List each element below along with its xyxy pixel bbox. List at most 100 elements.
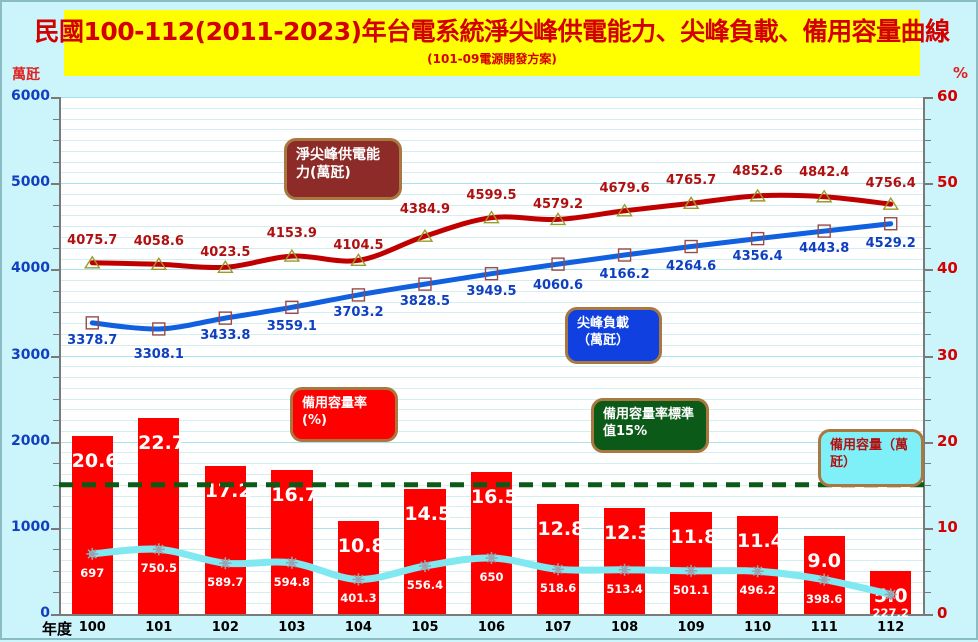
y-axis-left [59, 97, 61, 616]
gridline [59, 226, 924, 228]
gridline [59, 420, 924, 422]
y-axis-label-right: 0 [937, 604, 948, 622]
y-tick-left [53, 592, 59, 594]
y-tick-right [925, 226, 931, 228]
load-value-label: 4166.2 [599, 267, 650, 282]
right-axis-caption: % [952, 64, 968, 82]
bar-value-label: 16.5 [470, 485, 518, 508]
y-tick-left [53, 506, 59, 508]
gridline [59, 204, 924, 206]
supply-value-label: 4058.6 [133, 234, 184, 250]
bar-value-label: 5.0 [873, 584, 908, 607]
y-tick-left [53, 161, 59, 163]
x-axis-label: 107 [544, 620, 572, 635]
bar-value-label: 12.3 [603, 522, 651, 544]
bar-value-label: 12.8 [537, 517, 585, 540]
gridline [59, 107, 924, 109]
callout-supply: 淨尖峰供電能力(萬瓩) [284, 138, 402, 200]
y-axis-label-right: 60 [937, 87, 958, 105]
x-axis [59, 614, 925, 616]
y-axis-label-right: 50 [937, 173, 958, 192]
reserve-capacity-value-label: 594.8 [273, 574, 311, 589]
bar-value-label: 10.8 [337, 534, 385, 557]
y-tick-right [925, 140, 931, 142]
load-value-label: 4264.6 [666, 258, 717, 274]
bar-value-label: 16.7 [271, 484, 319, 507]
y-tick-left [53, 377, 59, 379]
gridline [59, 161, 924, 163]
bar-value-label: 11.4 [737, 529, 784, 552]
y-axis-label-right: 30 [937, 345, 958, 364]
bar-value-label: 11.8 [670, 526, 718, 549]
y-axis-label-right: 10 [937, 517, 958, 536]
page-title: 民國100-112(2011-2023)年台電系統淨尖峰供電能力、尖峰負載、備用… [34, 17, 950, 47]
load-value-label: 4060.6 [532, 278, 584, 294]
gridline [59, 97, 924, 98]
y-tick-left [51, 527, 59, 530]
y-tick-left [53, 140, 59, 142]
y-tick-left [53, 204, 59, 206]
supply-value-label: 4852.6 [732, 163, 783, 179]
x-axis-label: 111 [810, 620, 838, 635]
gridline [59, 387, 924, 389]
y-tick-right [925, 269, 933, 272]
page-subtitle: (101-09電源開發方案) [427, 51, 557, 66]
y-tick-left [51, 441, 59, 444]
y-tick-right [925, 420, 931, 422]
y-tick-right [925, 527, 933, 530]
reserve-capacity-value-label: 398.6 [805, 591, 843, 606]
y-tick-left [51, 97, 59, 99]
y-tick-right [925, 355, 933, 358]
supply-value-label: 4842.4 [799, 164, 850, 180]
y-tick-left [53, 290, 59, 292]
y-tick-right [925, 484, 931, 486]
x-axis-label: 112 [877, 620, 905, 635]
y-tick-left [53, 312, 59, 314]
left-axis-caption: 萬瓩 [12, 67, 40, 83]
load-value-label: 3433.8 [200, 328, 251, 344]
gridline [59, 344, 924, 346]
y-axis-label-left: 1000 [11, 518, 50, 535]
bar-value-label: 17.2 [204, 479, 252, 502]
y-tick-right [925, 97, 933, 99]
y-tick-left [51, 183, 59, 186]
supply-value-label: 4153.9 [266, 226, 317, 242]
y-axis-label-left: 2000 [11, 432, 50, 449]
load-value-label: 3828.5 [399, 294, 451, 310]
x-axis-caption: 年度 [42, 620, 73, 638]
reserve-capacity-value-label: 650 [479, 569, 504, 584]
y-tick-left [53, 226, 59, 228]
gridline [59, 409, 924, 411]
y-tick-left [53, 570, 59, 572]
callout-standard: 備用容量率標準值15% [591, 398, 709, 453]
callout-load: 尖峰負載（萬瓩） [565, 307, 662, 364]
reserve-capacity-value-label: 750.5 [140, 561, 177, 576]
y-tick-left [53, 463, 59, 465]
x-axis-label: 106 [477, 620, 506, 635]
load-value-label: 4356.4 [732, 248, 783, 264]
supply-value-label: 4679.6 [599, 180, 650, 196]
callout-reserve-rate-label: 備用容量率(%) [302, 396, 368, 428]
supply-value-label: 4075.7 [67, 232, 118, 248]
y-tick-left [51, 614, 59, 616]
y-tick-right [925, 614, 933, 616]
load-value-label: 3559.1 [266, 319, 317, 335]
gridline [59, 172, 924, 174]
reserve-capacity-value-label: 518.6 [539, 581, 577, 596]
y-tick-right [925, 333, 931, 335]
y-tick-right [925, 463, 931, 465]
gridline [59, 333, 924, 335]
x-axis-label: 108 [610, 620, 639, 635]
supply-value-label: 4765.7 [666, 173, 717, 189]
y-axis-label-left: 5000 [11, 174, 50, 191]
x-axis-label: 101 [145, 620, 173, 635]
bar-value-label: 20.6 [71, 450, 119, 473]
y-axis-label-left: 3000 [11, 346, 50, 363]
callout-load-label: 尖峰負載（萬瓩） [577, 316, 630, 348]
y-tick-right [925, 441, 933, 444]
reserve-capacity-value-label: 401.3 [340, 591, 377, 606]
load-value-label: 3703.2 [333, 304, 384, 320]
y-tick-left [53, 484, 59, 486]
y-tick-right [925, 312, 931, 314]
